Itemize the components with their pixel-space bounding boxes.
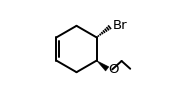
Text: Br: Br — [113, 19, 127, 32]
Polygon shape — [97, 61, 109, 71]
Text: O: O — [109, 63, 119, 76]
